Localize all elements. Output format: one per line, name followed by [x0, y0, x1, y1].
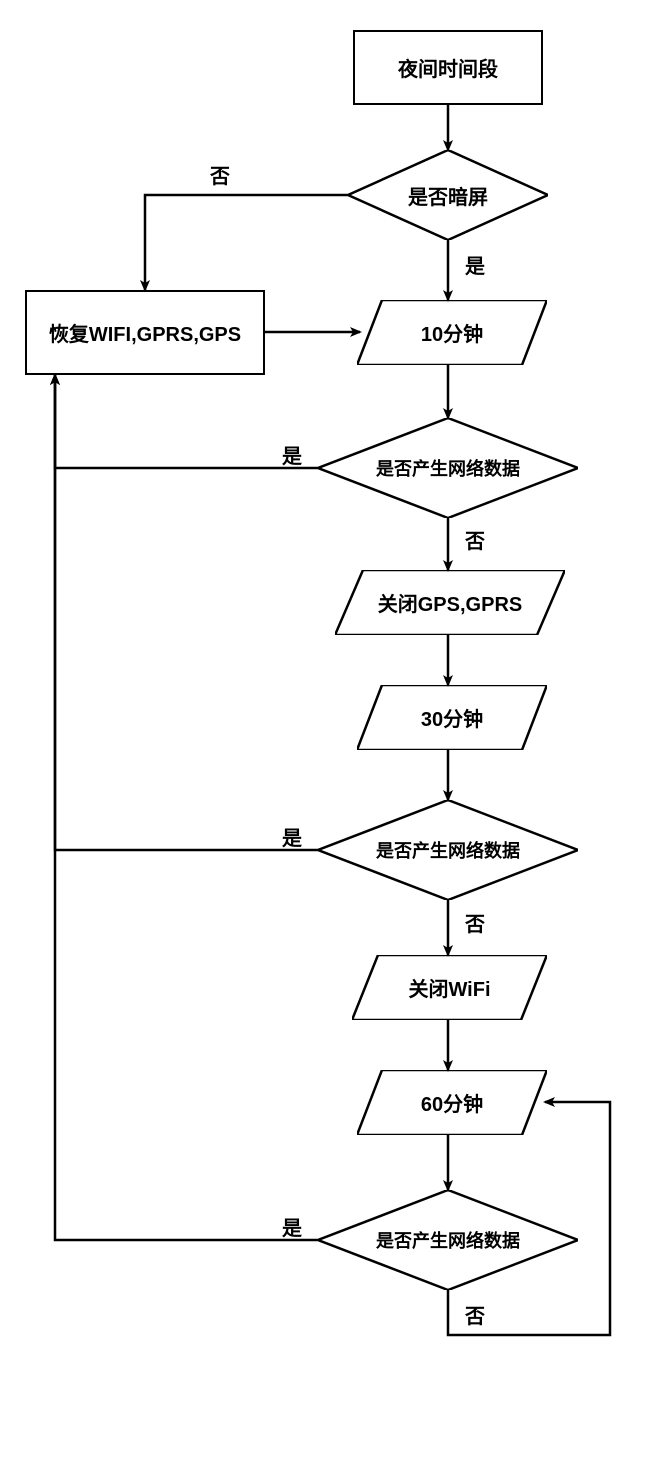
edge-d4-no-label: 否 [465, 1300, 485, 1329]
node-d4-label: 是否产生网络数据 [376, 1227, 520, 1253]
node-p30-label: 30分钟 [421, 703, 483, 732]
edge-d2-no-label: 否 [465, 525, 485, 554]
node-pclose2-label: 关闭WiFi [408, 973, 490, 1002]
node-d1: 是否暗屏 [348, 150, 548, 240]
node-p10: 10分钟 [357, 300, 547, 365]
node-d1-label: 是否暗屏 [408, 181, 488, 210]
node-p30: 30分钟 [357, 685, 547, 750]
node-pclose2: 关闭WiFi [352, 955, 547, 1020]
node-d2-label: 是否产生网络数据 [376, 455, 520, 481]
node-pclose1-label: 关闭GPS,GPRS [378, 588, 522, 617]
node-restore-label: 恢复WIFI,GPRS,GPS [49, 318, 241, 347]
node-d4: 是否产生网络数据 [318, 1190, 578, 1290]
edge-d1-no-label: 否 [210, 160, 230, 189]
node-p60-label: 60分钟 [421, 1088, 483, 1117]
node-d3-label: 是否产生网络数据 [376, 837, 520, 863]
edge-d2-yes-label: 是 [282, 440, 302, 469]
node-start-label: 夜间时间段 [398, 53, 498, 82]
edge-d1-yes-label: 是 [465, 250, 485, 279]
edge-d4-yes-label: 是 [282, 1212, 302, 1241]
node-d3: 是否产生网络数据 [318, 800, 578, 900]
node-pclose1: 关闭GPS,GPRS [335, 570, 565, 635]
edge-d3-yes-label: 是 [282, 822, 302, 851]
edge-d3-no-label: 否 [465, 908, 485, 937]
node-p60: 60分钟 [357, 1070, 547, 1135]
node-start: 夜间时间段 [353, 30, 543, 105]
node-p10-label: 10分钟 [421, 318, 483, 347]
node-restore: 恢复WIFI,GPRS,GPS [25, 290, 265, 375]
node-d2: 是否产生网络数据 [318, 418, 578, 518]
